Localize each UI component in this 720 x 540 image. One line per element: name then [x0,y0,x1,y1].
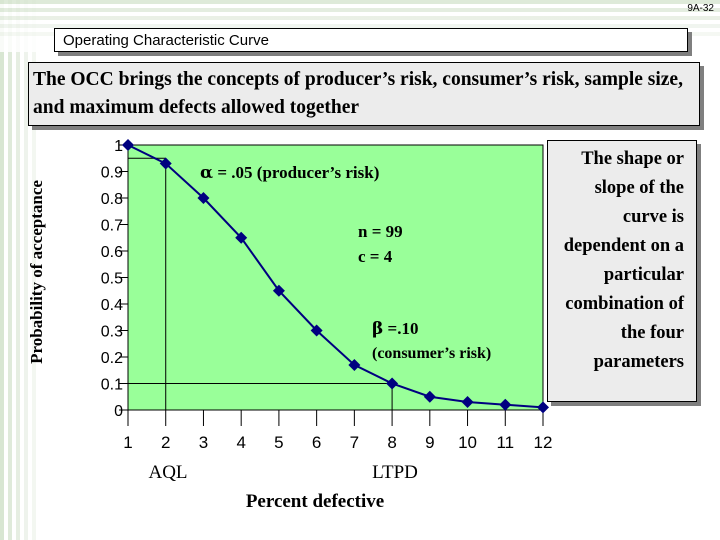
data-point [461,396,474,409]
x-tick-labels: 1 2 3 4 5 6 7 8 9 10 11 12 [123,433,552,452]
y-tick-label: 0.1 [101,377,123,394]
subtitle-box: The OCC brings the concepts of producer’… [28,62,700,126]
side-note-box: The shape or slope of the curve is depen… [547,140,697,402]
data-point [386,377,399,390]
oc-curve-line [127,144,544,409]
side-note-text: The shape or slope of the curve is depen… [563,149,684,372]
y-tick-label: 0.6 [101,244,123,261]
data-point [499,398,512,411]
annotation-text: (consumer’s risk) [372,345,491,362]
annotation-text: α = .05 (producer’s risk) [200,163,379,183]
greek-symbol: β [372,319,383,339]
x-tick-label: 12 [534,433,553,452]
y-tick-label: 1 [114,138,123,155]
data-point [348,358,361,371]
title-box: Operating Characteristic Curve [54,28,688,52]
axis-ticks [119,144,544,426]
annotation-text: LTPD [372,462,418,483]
annotation-text: c = 4 [358,247,393,266]
annotation-body: (consumer’s risk) [372,345,491,362]
x-tick-label: 8 [387,433,396,452]
x-tick-label: 1 [123,433,132,452]
x-tick-label: 7 [350,433,359,452]
y-tick-label: 0.2 [101,350,123,367]
annotation-body: c = 4 [358,247,393,266]
x-tick-label: 9 [425,433,434,452]
data-point [423,390,436,403]
y-tick-label: 0.9 [101,165,123,182]
x-tick-label: 11 [496,433,514,452]
subtitle-text: The OCC brings the concepts of producer’… [33,69,683,118]
y-tick-label: 0.5 [101,271,123,288]
x-tick-label: 6 [312,433,321,452]
annotation-body: =.10 [383,319,418,338]
annotation-body: n = 99 [358,222,403,241]
chart-annotations: α = .05 (producer’s risk) n = 99 c = 4 β =.… [148,163,491,483]
x-tick-label: 3 [199,433,208,452]
y-tick-label: 0.3 [101,324,123,341]
data-point [235,231,248,244]
x-tick-label: 5 [274,433,283,452]
annotation-text: β =.10 [372,319,418,339]
y-axis-label: Probability of acceptance [27,180,46,364]
data-point [159,157,172,170]
y-tick-label: 0.4 [101,297,123,314]
y-tick-labels: 1 0.9 0.8 0.7 0.6 0.5 0.4 0.3 0.2 0.1 0 [101,138,123,420]
slide-number: 9A-32 [687,3,714,14]
x-tick-label: 2 [161,433,170,452]
data-point [197,192,210,204]
data-point [122,139,134,151]
slide-title: Operating Characteristic Curve [63,32,269,49]
annotation-body: = .05 (producer’s risk) [213,163,379,182]
x-tick-label: 10 [458,433,477,452]
x-tick-label: 4 [236,433,245,452]
data-point [537,401,549,414]
annotation-text: AQL [148,462,187,483]
annotation-body: LTPD [372,462,418,483]
y-tick-label: 0 [114,403,123,420]
annotation-body: AQL [148,462,187,483]
y-tick-label: 0.7 [101,218,123,235]
data-markers [122,139,549,414]
data-point [272,284,285,297]
annotation-text: n = 99 [358,222,403,241]
plot-area [127,144,544,411]
x-axis-label: Percent defective [246,491,384,512]
y-tick-label: 0.8 [101,191,123,208]
greek-symbol: α [200,163,213,183]
data-point [310,324,323,337]
